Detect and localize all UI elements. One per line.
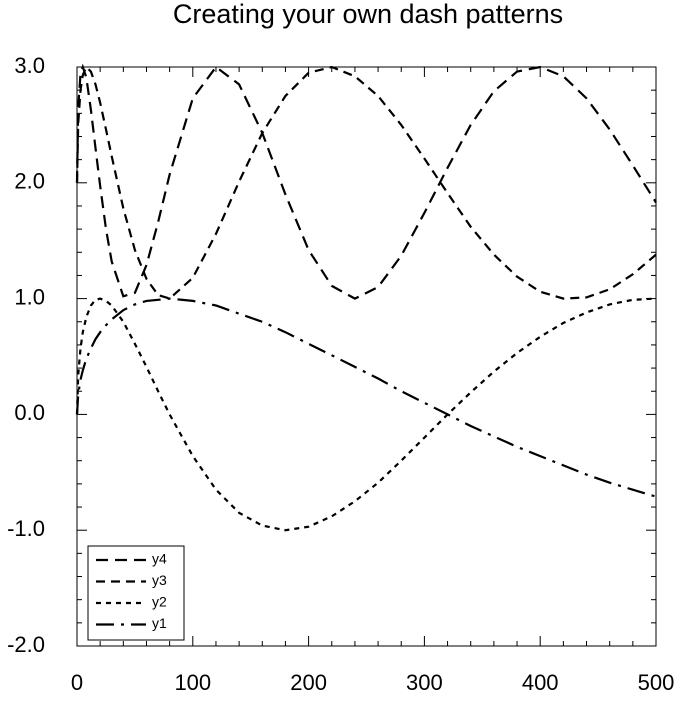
plot-frame xyxy=(76,66,657,647)
series-line xyxy=(75,297,657,498)
y-tick-label: 3.0 xyxy=(14,53,45,78)
x-tick-label: 300 xyxy=(406,670,443,695)
series-line xyxy=(75,65,657,300)
legend-label: y3 xyxy=(152,572,167,588)
x-tick-label: 500 xyxy=(638,670,675,695)
x-tick-label: 0 xyxy=(71,670,83,695)
series-line xyxy=(75,297,657,532)
y-tick-label: -1.0 xyxy=(7,516,45,541)
x-tick-label: 200 xyxy=(290,670,327,695)
x-tick-label: 400 xyxy=(522,670,559,695)
legend-label: y4 xyxy=(152,551,167,567)
legend-label: y2 xyxy=(152,594,167,610)
x-tick-label: 100 xyxy=(174,670,211,695)
y-tick-label: -2.0 xyxy=(7,632,45,657)
y-tick-label: 0.0 xyxy=(14,400,45,425)
series-line xyxy=(75,63,657,300)
y-tick-label: 2.0 xyxy=(14,169,45,194)
chart-title: Creating your own dash patterns xyxy=(173,0,563,29)
legend-label: y1 xyxy=(152,615,167,631)
y-tick-label: 1.0 xyxy=(14,284,45,309)
